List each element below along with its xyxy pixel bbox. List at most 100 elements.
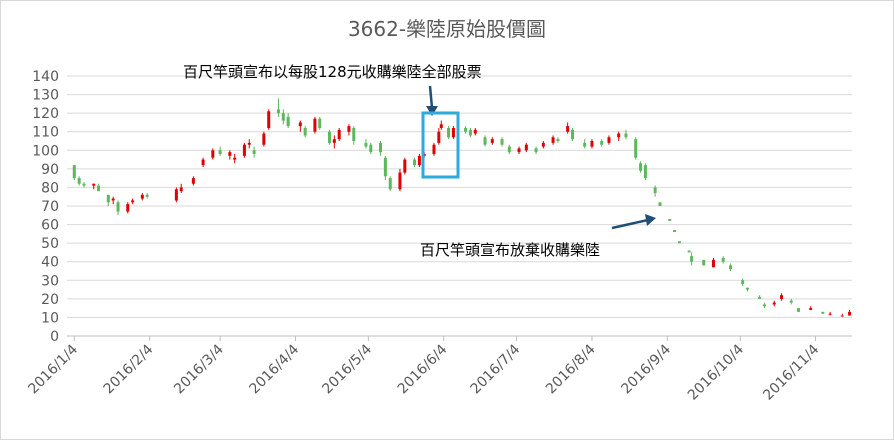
candle-body	[369, 144, 373, 153]
y-tick-label: 40	[41, 255, 59, 271]
candle-body	[211, 150, 215, 158]
candle-body	[517, 148, 521, 153]
annotation-arrow	[611, 218, 649, 230]
candle-body	[690, 256, 694, 262]
y-tick-label: 70	[41, 199, 59, 215]
candle-body	[624, 133, 628, 138]
candle-body	[252, 150, 256, 154]
candle-body	[617, 133, 621, 138]
y-tick-label: 80	[41, 180, 59, 196]
candle-body	[541, 142, 545, 147]
candle-body	[332, 139, 336, 143]
candle-body	[191, 178, 195, 184]
candle-body	[483, 137, 487, 145]
candle-body	[303, 128, 307, 136]
highlight-box	[421, 111, 460, 179]
candle-body	[97, 185, 101, 192]
candle-body	[228, 152, 232, 156]
candle-body	[140, 194, 144, 199]
candle-body	[677, 241, 681, 244]
candle-body	[797, 308, 801, 312]
annotation-arrow	[428, 85, 434, 109]
y-tick-label: 140	[32, 69, 59, 85]
candle-body	[668, 219, 672, 221]
candle-body	[556, 139, 560, 141]
candle-body	[634, 139, 638, 158]
chart-title: 3662-樂陸原始股價圖	[348, 17, 546, 41]
candle-body	[313, 118, 317, 132]
candle-body	[821, 311, 825, 314]
candle-body	[364, 142, 368, 147]
y-tick-label: 0	[50, 329, 59, 345]
candle-body	[780, 295, 784, 299]
candle-body	[566, 126, 570, 132]
y-tick-label: 110	[32, 125, 59, 141]
candle-body	[728, 265, 732, 270]
candle-body	[809, 308, 813, 310]
candle-body	[201, 159, 205, 166]
candle-body	[468, 129, 472, 136]
candle-body	[840, 315, 844, 317]
y-tick-label: 130	[32, 88, 59, 104]
candle-body	[658, 202, 662, 206]
candle-body	[687, 250, 691, 253]
candle-body	[490, 139, 494, 143]
candle-body	[590, 141, 594, 147]
candle-body	[653, 187, 657, 193]
candle-body	[451, 128, 455, 138]
candle-body	[398, 172, 402, 190]
candle-body	[403, 159, 407, 173]
candle-body	[337, 129, 341, 140]
candle-body	[72, 165, 76, 179]
candle-body	[571, 129, 575, 140]
candle-body	[473, 129, 477, 134]
candle-body	[383, 157, 387, 177]
candle-body	[276, 109, 280, 114]
candle-body	[439, 124, 443, 128]
candle-body	[789, 300, 793, 303]
candle-body	[388, 178, 392, 190]
y-tick-label: 30	[41, 273, 59, 289]
candle-body	[262, 133, 266, 145]
y-tick-label: 50	[41, 236, 59, 252]
candle-body	[413, 159, 417, 166]
candle-body	[267, 111, 271, 128]
annotation-arrowhead	[645, 214, 656, 226]
candle-body	[711, 259, 715, 268]
y-tick-label: 100	[32, 143, 59, 159]
candle-body	[741, 280, 745, 284]
candle-body	[233, 157, 237, 160]
candle-body	[247, 142, 251, 145]
candle-body	[500, 139, 504, 145]
candle-body	[131, 200, 135, 203]
candle-body	[432, 144, 436, 154]
candle-body	[111, 198, 115, 201]
candle-body	[92, 183, 96, 186]
candle-body	[447, 128, 451, 138]
candle-body	[82, 183, 86, 186]
candle-body	[242, 144, 246, 156]
candle-body	[77, 178, 81, 184]
candle-body	[551, 137, 555, 143]
candle-body	[281, 113, 285, 121]
candle-body	[583, 142, 587, 147]
candle-body	[464, 128, 468, 132]
candle-body	[298, 122, 302, 127]
candle-body	[524, 144, 528, 151]
candle-body	[702, 259, 706, 266]
y-tick-label: 10	[41, 310, 59, 326]
y-tick-label: 120	[32, 106, 59, 122]
candle-body	[763, 304, 767, 307]
candle-body	[437, 131, 441, 143]
candle-body	[607, 137, 611, 143]
candle-body	[848, 311, 852, 316]
candle-body	[218, 150, 222, 154]
candle-body	[116, 202, 120, 212]
candle-body	[772, 302, 776, 305]
candle-body	[106, 194, 110, 203]
candle-body	[600, 141, 604, 145]
candle-body	[318, 118, 322, 128]
candle-body	[379, 142, 383, 153]
